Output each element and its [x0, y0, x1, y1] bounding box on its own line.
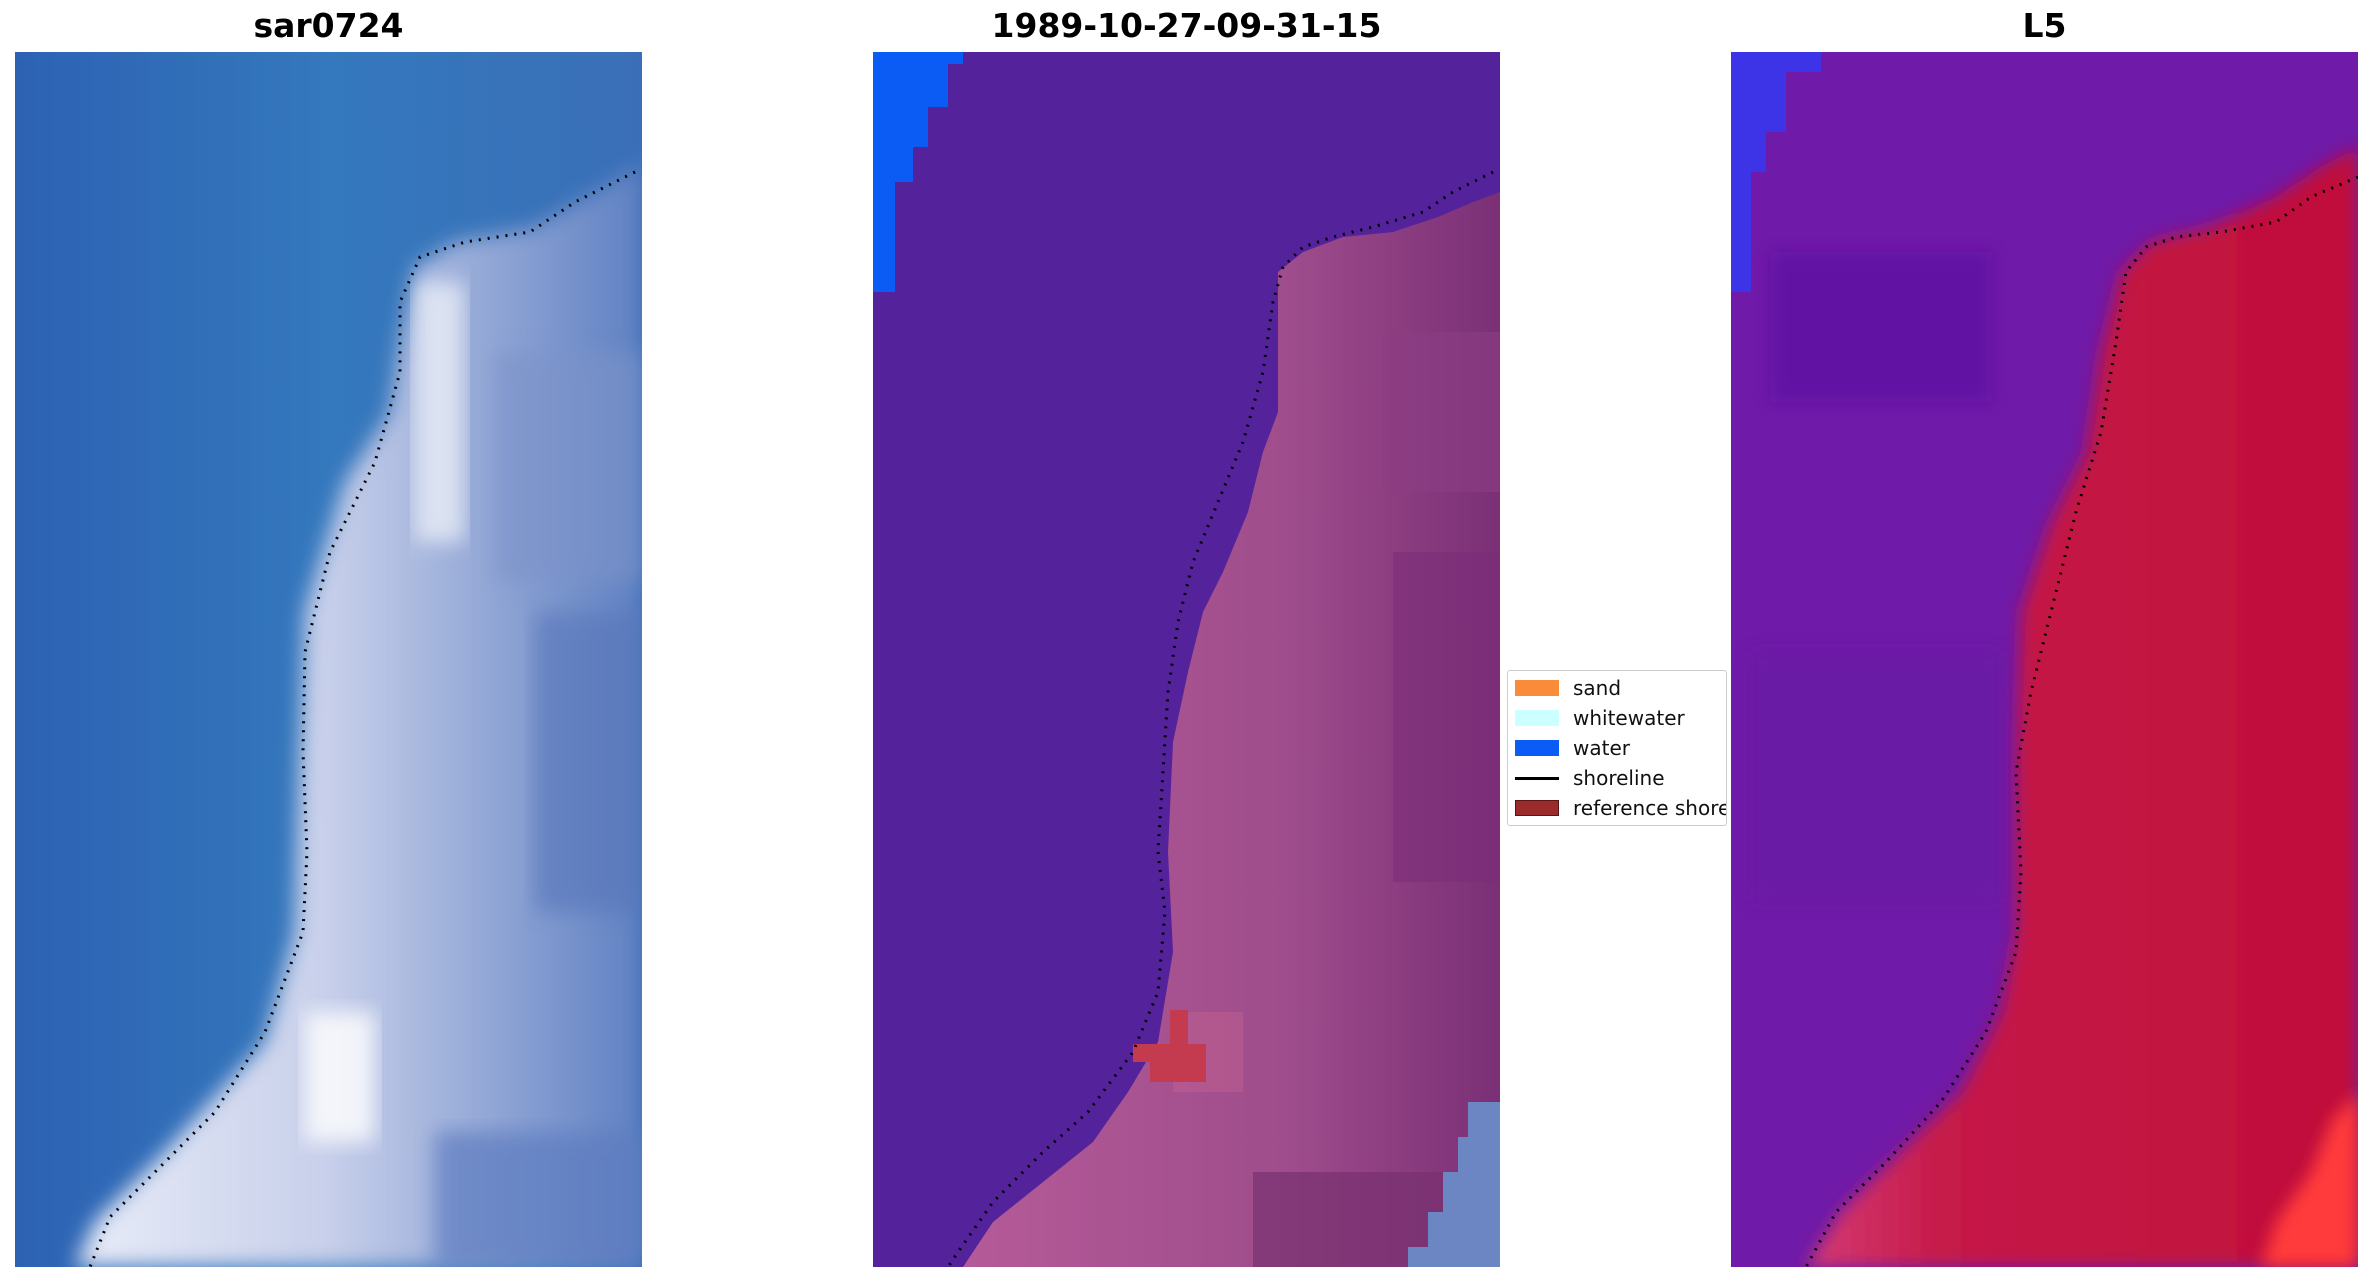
- whitewater-swatch: [1515, 710, 1559, 726]
- index-image-panel: [1731, 52, 2358, 1267]
- index-image: [1731, 52, 2358, 1267]
- panel-title-index: L5: [2022, 6, 2067, 45]
- classified-image-panel: [873, 52, 1500, 1267]
- legend-item-reference-shoreline: reference shoreline: [1515, 796, 1726, 820]
- reference-shoreline-swatch: [1515, 800, 1559, 816]
- panel-title-rgb: sar0724: [253, 6, 404, 45]
- rgb-image-panel: [15, 52, 642, 1267]
- reference-shoreline-patch: [1133, 1010, 1206, 1082]
- legend-item-shoreline: shoreline: [1515, 766, 1665, 790]
- water-swatch: [1515, 740, 1559, 756]
- legend-label: sand: [1573, 676, 1622, 700]
- panel-title-classified: 1989-10-27-09-31-15: [991, 6, 1382, 45]
- legend-label: whitewater: [1573, 706, 1685, 730]
- legend-item-sand: sand: [1515, 676, 1621, 700]
- legend-label: shoreline: [1573, 766, 1665, 790]
- legend: sand whitewater water shoreline referenc…: [1507, 670, 1727, 826]
- legend-label: water: [1573, 736, 1630, 760]
- legend-item-water: water: [1515, 736, 1630, 760]
- classified-image: [873, 52, 1500, 1267]
- sand-swatch: [1515, 680, 1559, 696]
- shoreline-swatch: [1515, 776, 1559, 780]
- rgb-image: [15, 52, 642, 1267]
- legend-item-whitewater: whitewater: [1515, 706, 1685, 730]
- legend-label: reference shoreline: [1573, 796, 1726, 820]
